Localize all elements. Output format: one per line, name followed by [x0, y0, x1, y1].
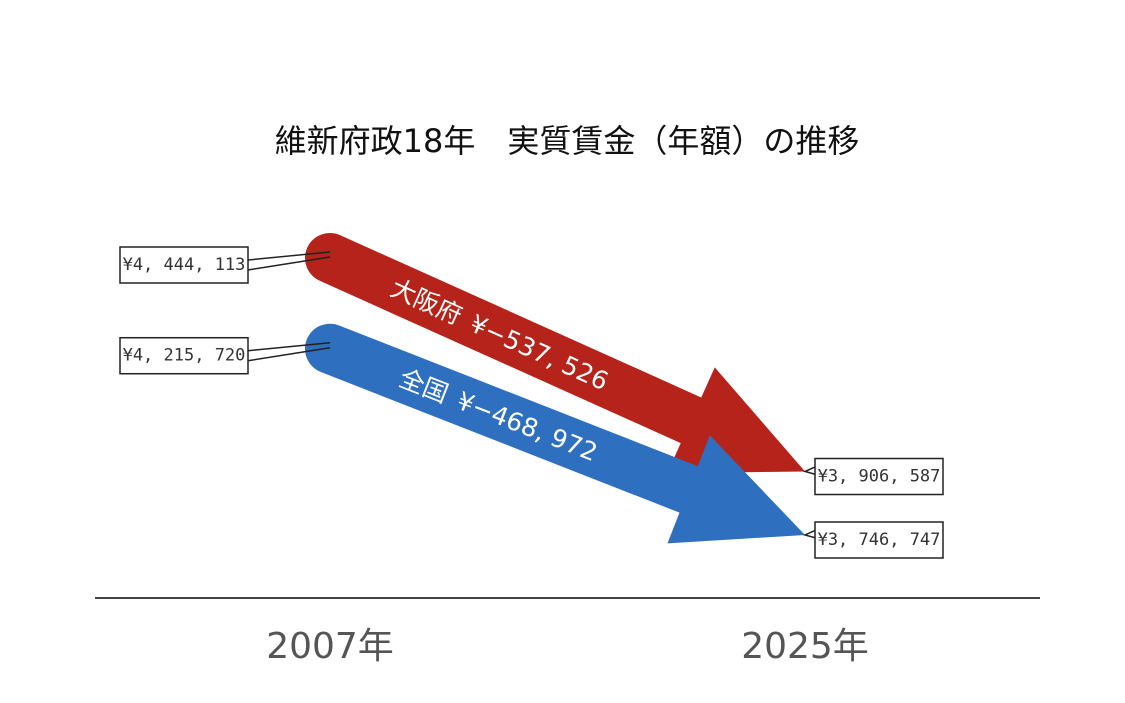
value-box — [119, 336, 249, 375]
callout — [247, 341, 331, 352]
x-tick-label: 2007年 — [266, 626, 394, 667]
value-label: ¥4, 444, 113 — [123, 255, 246, 275]
value-label: ¥4, 215, 720 — [123, 346, 246, 366]
chart-title: 維新府政18年 実質賃金（年額）の推移 — [275, 122, 860, 160]
value-box — [814, 521, 944, 559]
callout — [802, 529, 817, 539]
value-box — [814, 457, 944, 496]
x-tick-label: 2025年 — [741, 626, 869, 667]
callout — [247, 256, 331, 271]
value-label: ¥3, 746, 747 — [818, 530, 941, 550]
value-box — [119, 246, 249, 284]
callout — [802, 465, 817, 476]
callout — [247, 346, 331, 362]
value-label: ¥3, 906, 587 — [818, 467, 941, 487]
arrow — [305, 233, 806, 474]
callout — [247, 251, 331, 261]
arrow — [305, 323, 806, 544]
